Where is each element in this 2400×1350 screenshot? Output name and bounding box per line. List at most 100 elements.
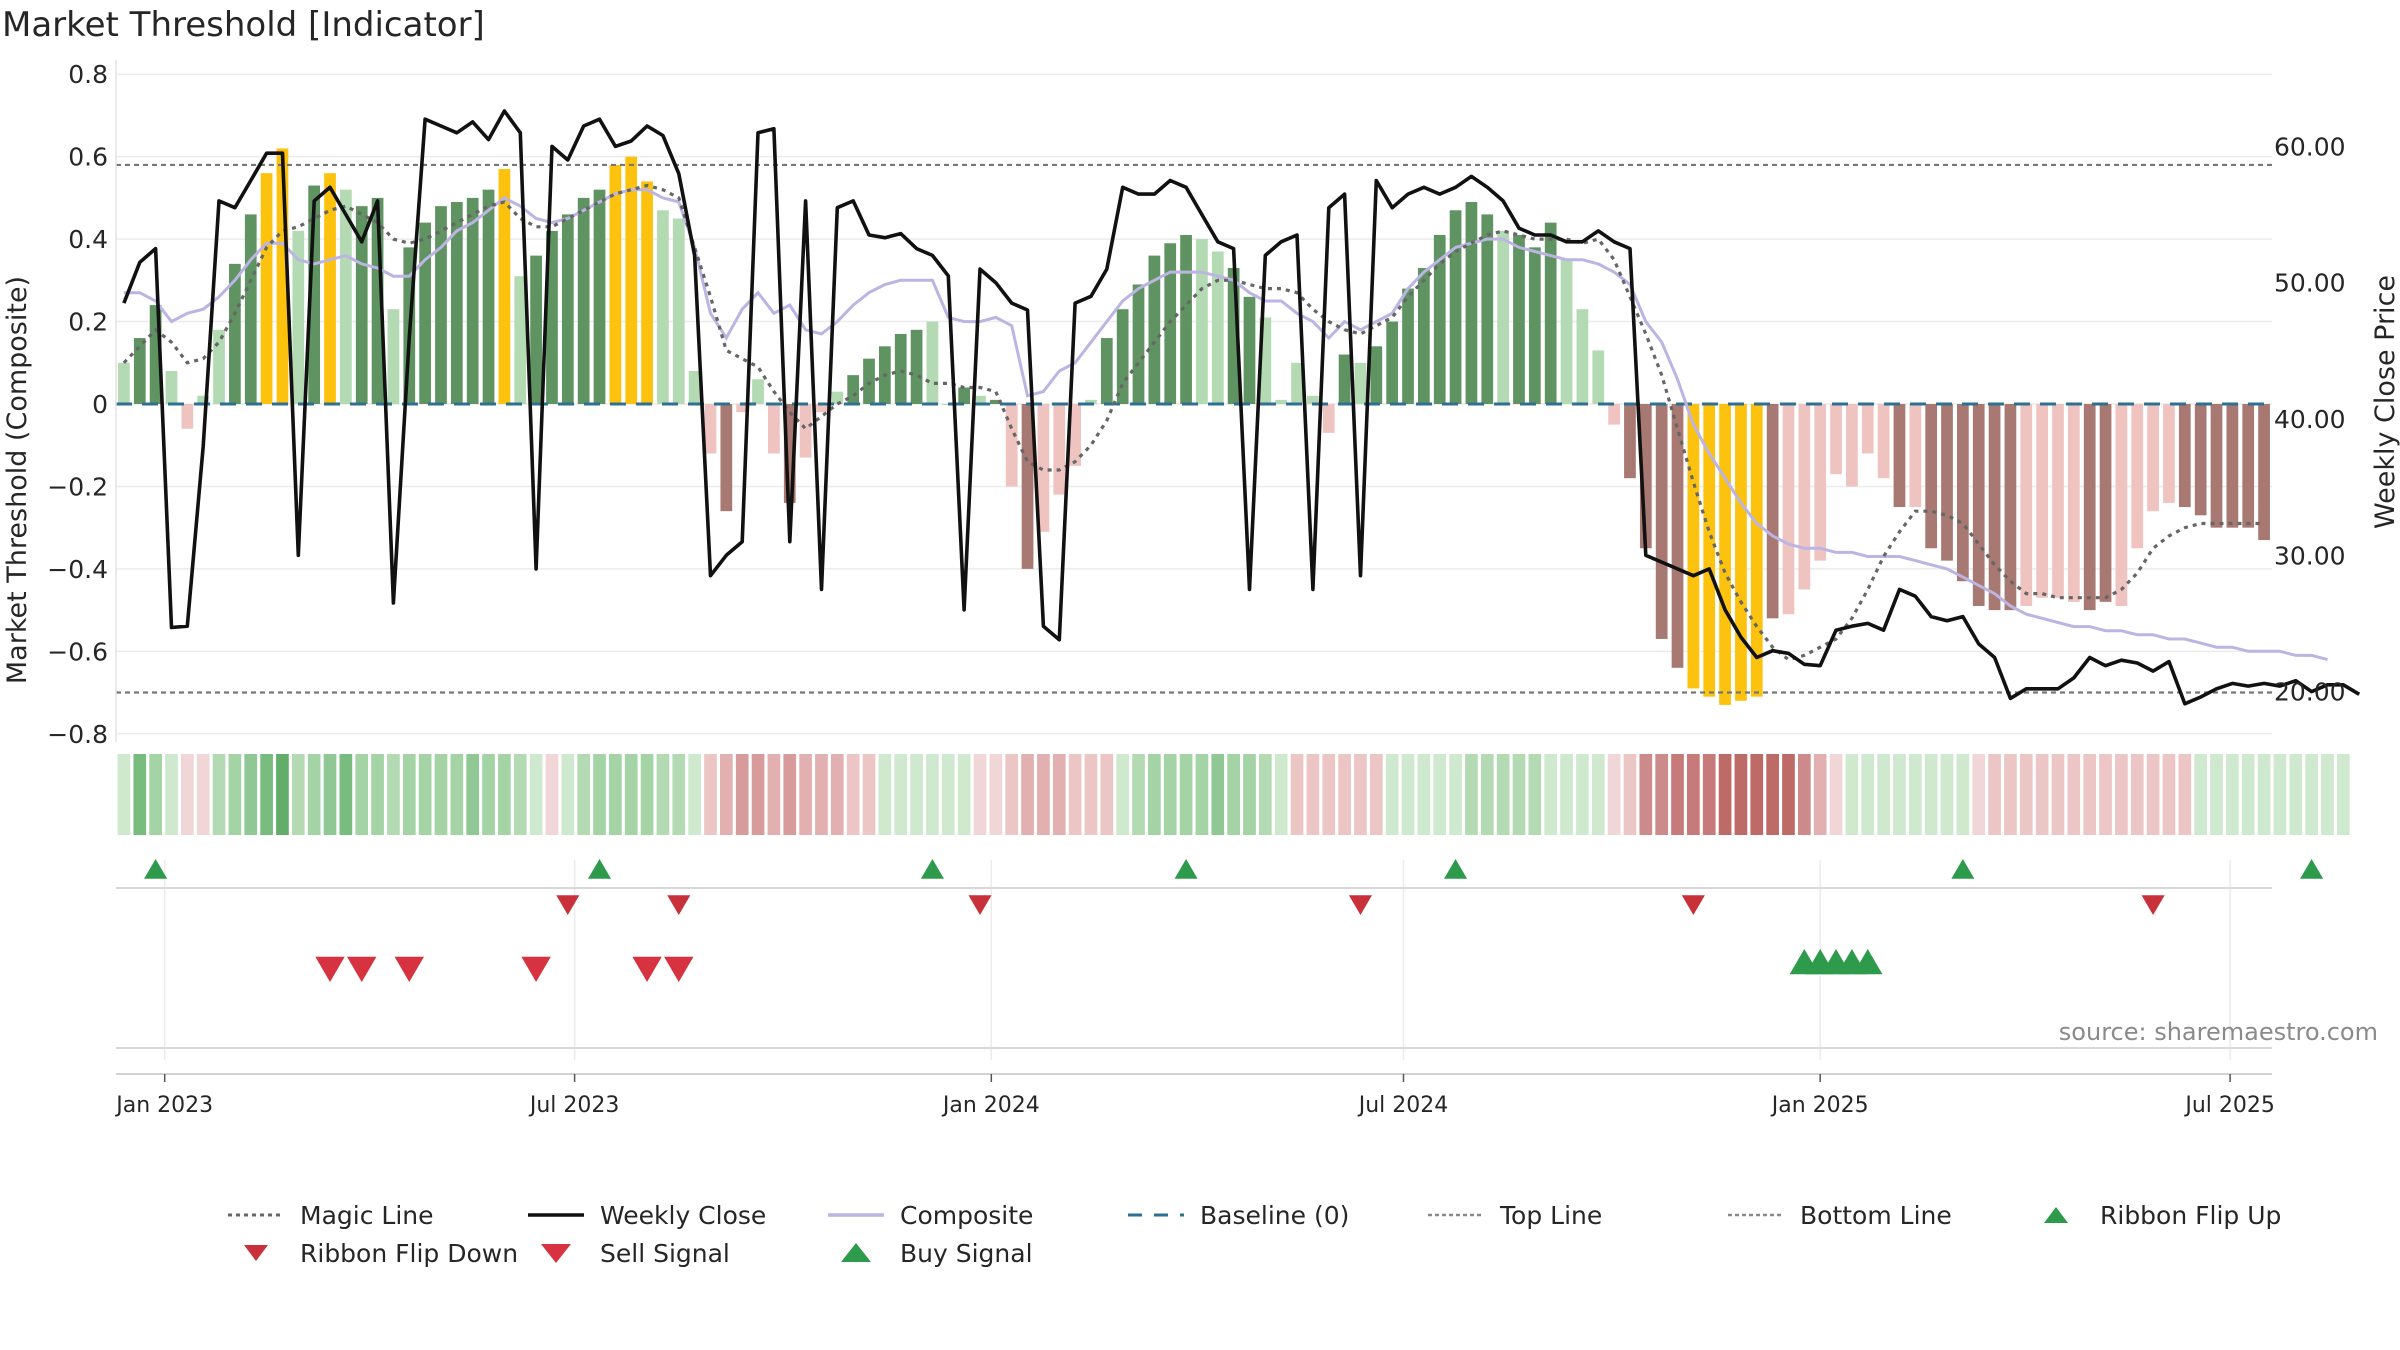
ribbon-cell bbox=[1671, 754, 1684, 835]
ribbon-cell bbox=[2162, 754, 2176, 835]
threshold-bar bbox=[2067, 404, 2080, 602]
threshold-bar bbox=[1671, 404, 1684, 668]
ribbon-cell bbox=[418, 754, 432, 835]
legend-swatch-ribbon-flip-up bbox=[2044, 1207, 2068, 1223]
ribbon-cell bbox=[133, 754, 147, 835]
threshold-bar bbox=[1418, 267, 1430, 404]
threshold-bar bbox=[1148, 255, 1161, 404]
threshold-bar bbox=[1544, 222, 1557, 404]
x-tick-label: Jan 2024 bbox=[941, 1093, 1040, 1118]
magic-line bbox=[122, 183, 2265, 662]
threshold-bar bbox=[1528, 247, 1541, 404]
threshold-bar bbox=[1560, 259, 1573, 404]
threshold-bar bbox=[1005, 404, 1018, 487]
ribbon-cell bbox=[2289, 754, 2303, 835]
threshold-bar bbox=[609, 164, 622, 404]
ribbon-cell bbox=[1037, 754, 1050, 835]
threshold-bar bbox=[213, 329, 225, 404]
legend-swatch-top-line bbox=[1428, 1213, 1484, 1217]
threshold-bar bbox=[1227, 267, 1240, 404]
threshold-bar bbox=[419, 222, 431, 404]
threshold-bar bbox=[1941, 404, 1953, 561]
threshold-bar bbox=[2115, 404, 2128, 606]
legend-item-baseline: Baseline (0) bbox=[1126, 1196, 1349, 1234]
legend-row-2: Ribbon Flip Down Sell Signal Buy Signal bbox=[226, 1234, 2326, 1272]
threshold-bar bbox=[197, 395, 210, 404]
ribbon-flip-down-marker bbox=[1681, 895, 1705, 915]
ribbon-cell bbox=[862, 754, 876, 835]
threshold-bar bbox=[1877, 404, 1890, 479]
ribbon-cell bbox=[1560, 754, 1573, 835]
ribbon-flip-up-marker bbox=[2300, 859, 2324, 879]
ribbon-cell bbox=[1258, 754, 1272, 835]
threshold-bar bbox=[2178, 404, 2191, 508]
ribbon-cell bbox=[957, 754, 971, 835]
ribbon-cell bbox=[704, 754, 717, 835]
ribbon-cell bbox=[1274, 754, 1288, 835]
ribbon-cell bbox=[1813, 754, 1827, 835]
ribbon-cell bbox=[1401, 754, 1415, 835]
ribbon-cell bbox=[1322, 754, 1336, 835]
threshold-bar bbox=[2258, 404, 2270, 541]
threshold-bar bbox=[720, 404, 733, 512]
threshold-bar bbox=[989, 399, 1002, 404]
threshold-bar bbox=[2099, 404, 2112, 602]
ribbon-cell bbox=[894, 754, 908, 835]
legend-item-ribbon-flip-down: Ribbon Flip Down bbox=[226, 1234, 518, 1272]
ribbon-cell bbox=[434, 754, 448, 835]
ribbon-cell bbox=[656, 754, 670, 835]
ribbon-cell bbox=[1068, 754, 1082, 835]
legend-item-bottom-line: Bottom Line bbox=[1726, 1196, 1952, 1234]
left-axis: 0.8 0.6 0.4 0.2 0 −0.2 −0.4 −0.6 −0.8 bbox=[47, 60, 117, 749]
ribbon-cell bbox=[799, 754, 812, 835]
threshold-bar bbox=[371, 197, 384, 404]
legend-swatch-buy-signal bbox=[841, 1243, 871, 1262]
threshold-bar bbox=[894, 333, 907, 404]
threshold-bar bbox=[514, 276, 527, 404]
sell-signal-marker bbox=[347, 956, 377, 982]
threshold-bar bbox=[276, 148, 289, 404]
ribbon-cell bbox=[2035, 754, 2049, 835]
ribbon-cell bbox=[482, 754, 495, 835]
ribbon-cell bbox=[719, 754, 733, 835]
threshold-bar bbox=[1180, 235, 1192, 404]
threshold-bar bbox=[2163, 404, 2175, 503]
ribbon-cell bbox=[1211, 754, 1225, 835]
ribbon-flip-up-marker bbox=[1174, 859, 1198, 879]
threshold-bar bbox=[815, 404, 828, 413]
ribbon-cell bbox=[1243, 754, 1256, 835]
ribbon-cell bbox=[688, 754, 701, 835]
ribbon-cell bbox=[402, 754, 416, 835]
legend-item-weekly-close: Weekly Close bbox=[526, 1196, 766, 1234]
ribbon-cell bbox=[1782, 754, 1795, 835]
ribbon-cell bbox=[1005, 754, 1019, 835]
ribbon-cell bbox=[1750, 754, 1764, 835]
ribbon-cell bbox=[1908, 754, 1922, 835]
ribbon-cell bbox=[989, 754, 1003, 835]
threshold-bar bbox=[1798, 404, 1811, 590]
threshold-bar bbox=[1735, 404, 1747, 701]
threshold-bar bbox=[1291, 362, 1303, 404]
x-tick-label: Jul 2025 bbox=[2183, 1093, 2275, 1118]
ribbon-cell bbox=[2241, 754, 2255, 835]
ribbon-cell bbox=[1132, 754, 1145, 835]
threshold-bar bbox=[958, 387, 970, 404]
ribbon-cell bbox=[2210, 754, 2223, 835]
ribbon-cell bbox=[1306, 754, 1320, 835]
ribbon-cell bbox=[371, 754, 384, 835]
ribbon-cell bbox=[2321, 754, 2334, 835]
ribbon-cell bbox=[2083, 754, 2097, 835]
ribbon-cell bbox=[1163, 754, 1177, 835]
ribbon-cell bbox=[751, 754, 765, 835]
ribbon-cell bbox=[2194, 754, 2208, 835]
left-tick-label: 0.6 bbox=[68, 143, 108, 172]
legend-swatch-sell-signal bbox=[541, 1244, 571, 1263]
threshold-bar bbox=[2194, 404, 2207, 516]
left-tick-label: 0.4 bbox=[68, 225, 108, 254]
ribbon-cell bbox=[2051, 754, 2065, 835]
threshold-bar bbox=[1465, 202, 1478, 404]
threshold-bar bbox=[355, 206, 368, 404]
threshold-bar bbox=[1116, 309, 1129, 404]
source-note: source: sharemaestro.com bbox=[2059, 1018, 2378, 1046]
